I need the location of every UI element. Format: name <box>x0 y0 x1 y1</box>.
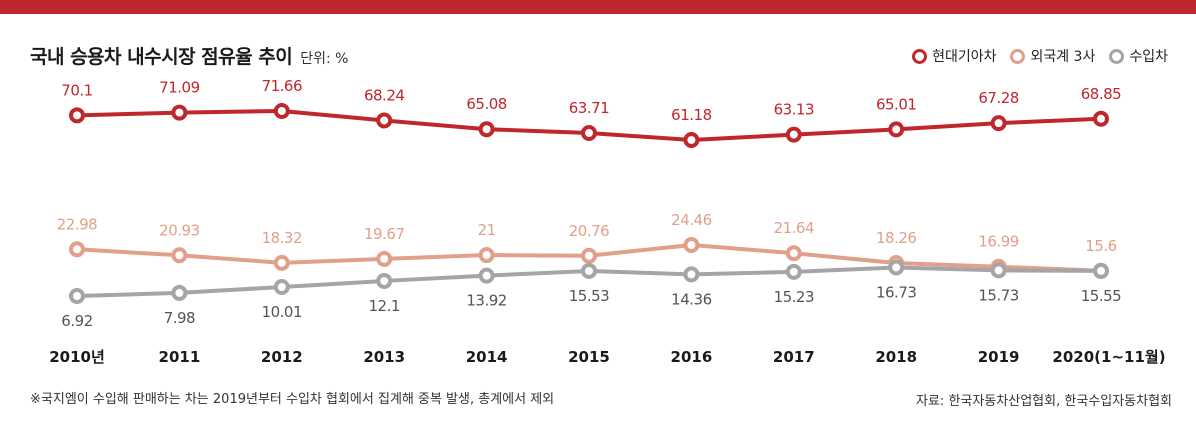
data-point <box>376 272 393 289</box>
data-point <box>785 263 802 280</box>
legend-label: 수입차 <box>1129 49 1168 65</box>
data-point <box>785 245 802 262</box>
data-label: 68.85 <box>1081 85 1121 103</box>
data-point <box>273 279 290 296</box>
data-label: 67.28 <box>978 89 1018 107</box>
x-tick-label: 2012 <box>261 348 303 366</box>
data-point <box>581 124 597 141</box>
data-point <box>376 250 393 267</box>
data-label: 16.73 <box>876 283 916 301</box>
data-point <box>478 247 495 264</box>
footnote: ※국지엠이 수입해 판매하는 차는 2019년부터 수입차 협회에서 집계해 중… <box>30 392 555 407</box>
data-label: 65.08 <box>466 95 506 113</box>
data-label: 68.24 <box>364 86 404 104</box>
chart-title: 국내 승용차 내수시장 점유율 추이 <box>30 46 293 68</box>
data-label: 20.93 <box>159 221 199 239</box>
x-tick-label: 2013 <box>363 348 405 366</box>
data-label: 65.01 <box>876 95 916 113</box>
data-point <box>888 259 905 276</box>
x-tick-label: 2019 <box>978 348 1020 366</box>
data-label: 15.53 <box>569 287 609 305</box>
chart-header: 국내 승용차 내수시장 점유율 추이 단위: % <box>30 42 348 69</box>
data-point <box>376 112 393 129</box>
data-point <box>581 247 597 264</box>
x-tick-label: 2014 <box>466 348 508 366</box>
legend-item-imports: 수입차 <box>1109 46 1168 66</box>
x-tick-label: 2020(1~11월) <box>1052 348 1165 366</box>
legend-item-foreign-3: 외국계 3사 <box>1010 46 1095 66</box>
data-point <box>171 104 188 121</box>
data-point <box>69 107 85 124</box>
data-point <box>273 254 290 271</box>
data-label: 24.46 <box>671 211 711 229</box>
data-label: 15.55 <box>1081 287 1121 305</box>
data-label: 13.92 <box>466 292 506 310</box>
data-label: 7.98 <box>164 309 195 327</box>
data-label: 61.18 <box>671 106 711 124</box>
data-point <box>171 284 188 301</box>
legend-label: 외국계 3사 <box>1030 49 1096 65</box>
data-label: 21.64 <box>774 219 814 237</box>
data-label: 63.71 <box>569 99 609 117</box>
source-note: 자료: 한국자동차산업협회, 한국수입자동차협회 <box>916 394 1172 409</box>
x-tick-label: 2011 <box>159 348 201 366</box>
data-label: 71.09 <box>159 79 199 97</box>
data-label: 19.67 <box>364 225 404 243</box>
data-point <box>69 241 85 258</box>
data-point <box>683 237 700 253</box>
legend-item-hyundai-kia: 현대기아차 <box>912 46 996 66</box>
data-label: 6.92 <box>61 312 92 330</box>
data-label: 20.76 <box>569 222 609 240</box>
data-label: 15.23 <box>774 288 814 306</box>
data-point <box>990 262 1007 279</box>
data-point <box>69 288 85 304</box>
data-point <box>478 121 495 138</box>
data-label: 10.01 <box>262 303 302 321</box>
legend-marker <box>1010 48 1026 64</box>
legend: 현대기아차 외국계 3사 수입차 <box>898 46 1168 66</box>
data-label: 15.73 <box>978 286 1018 304</box>
data-label: 14.36 <box>671 290 711 308</box>
x-tick-label: 2015 <box>568 348 610 366</box>
data-label: 71.66 <box>262 77 302 95</box>
top-accent-bar <box>0 0 1196 14</box>
data-label: 70.1 <box>61 81 92 99</box>
x-tick-label: 2018 <box>875 348 917 366</box>
x-tick-label: 2010년 <box>49 348 105 366</box>
legend-label: 현대기아차 <box>932 49 997 65</box>
x-tick-label: 2016 <box>671 348 713 366</box>
data-label: 15.6 <box>1085 237 1116 255</box>
unit-label: 단위: % <box>300 51 349 67</box>
data-label: 22.98 <box>57 215 97 233</box>
data-label: 18.32 <box>262 229 302 247</box>
data-point <box>683 266 700 283</box>
data-point <box>273 103 290 119</box>
legend-marker <box>1109 48 1125 64</box>
data-point <box>990 115 1007 132</box>
data-label: 21 <box>478 221 496 239</box>
data-label: 63.13 <box>774 101 814 119</box>
data-point <box>478 267 495 284</box>
data-point <box>581 262 597 279</box>
data-point <box>1093 262 1109 279</box>
data-label: 16.99 <box>978 233 1018 251</box>
data-point <box>1093 110 1109 127</box>
data-point <box>888 121 905 138</box>
data-point <box>171 247 188 264</box>
x-tick-label: 2017 <box>773 348 815 366</box>
data-label: 12.1 <box>368 297 399 315</box>
legend-marker <box>912 48 928 64</box>
data-point <box>683 132 700 148</box>
data-point <box>785 126 802 143</box>
data-label: 18.26 <box>876 229 916 247</box>
